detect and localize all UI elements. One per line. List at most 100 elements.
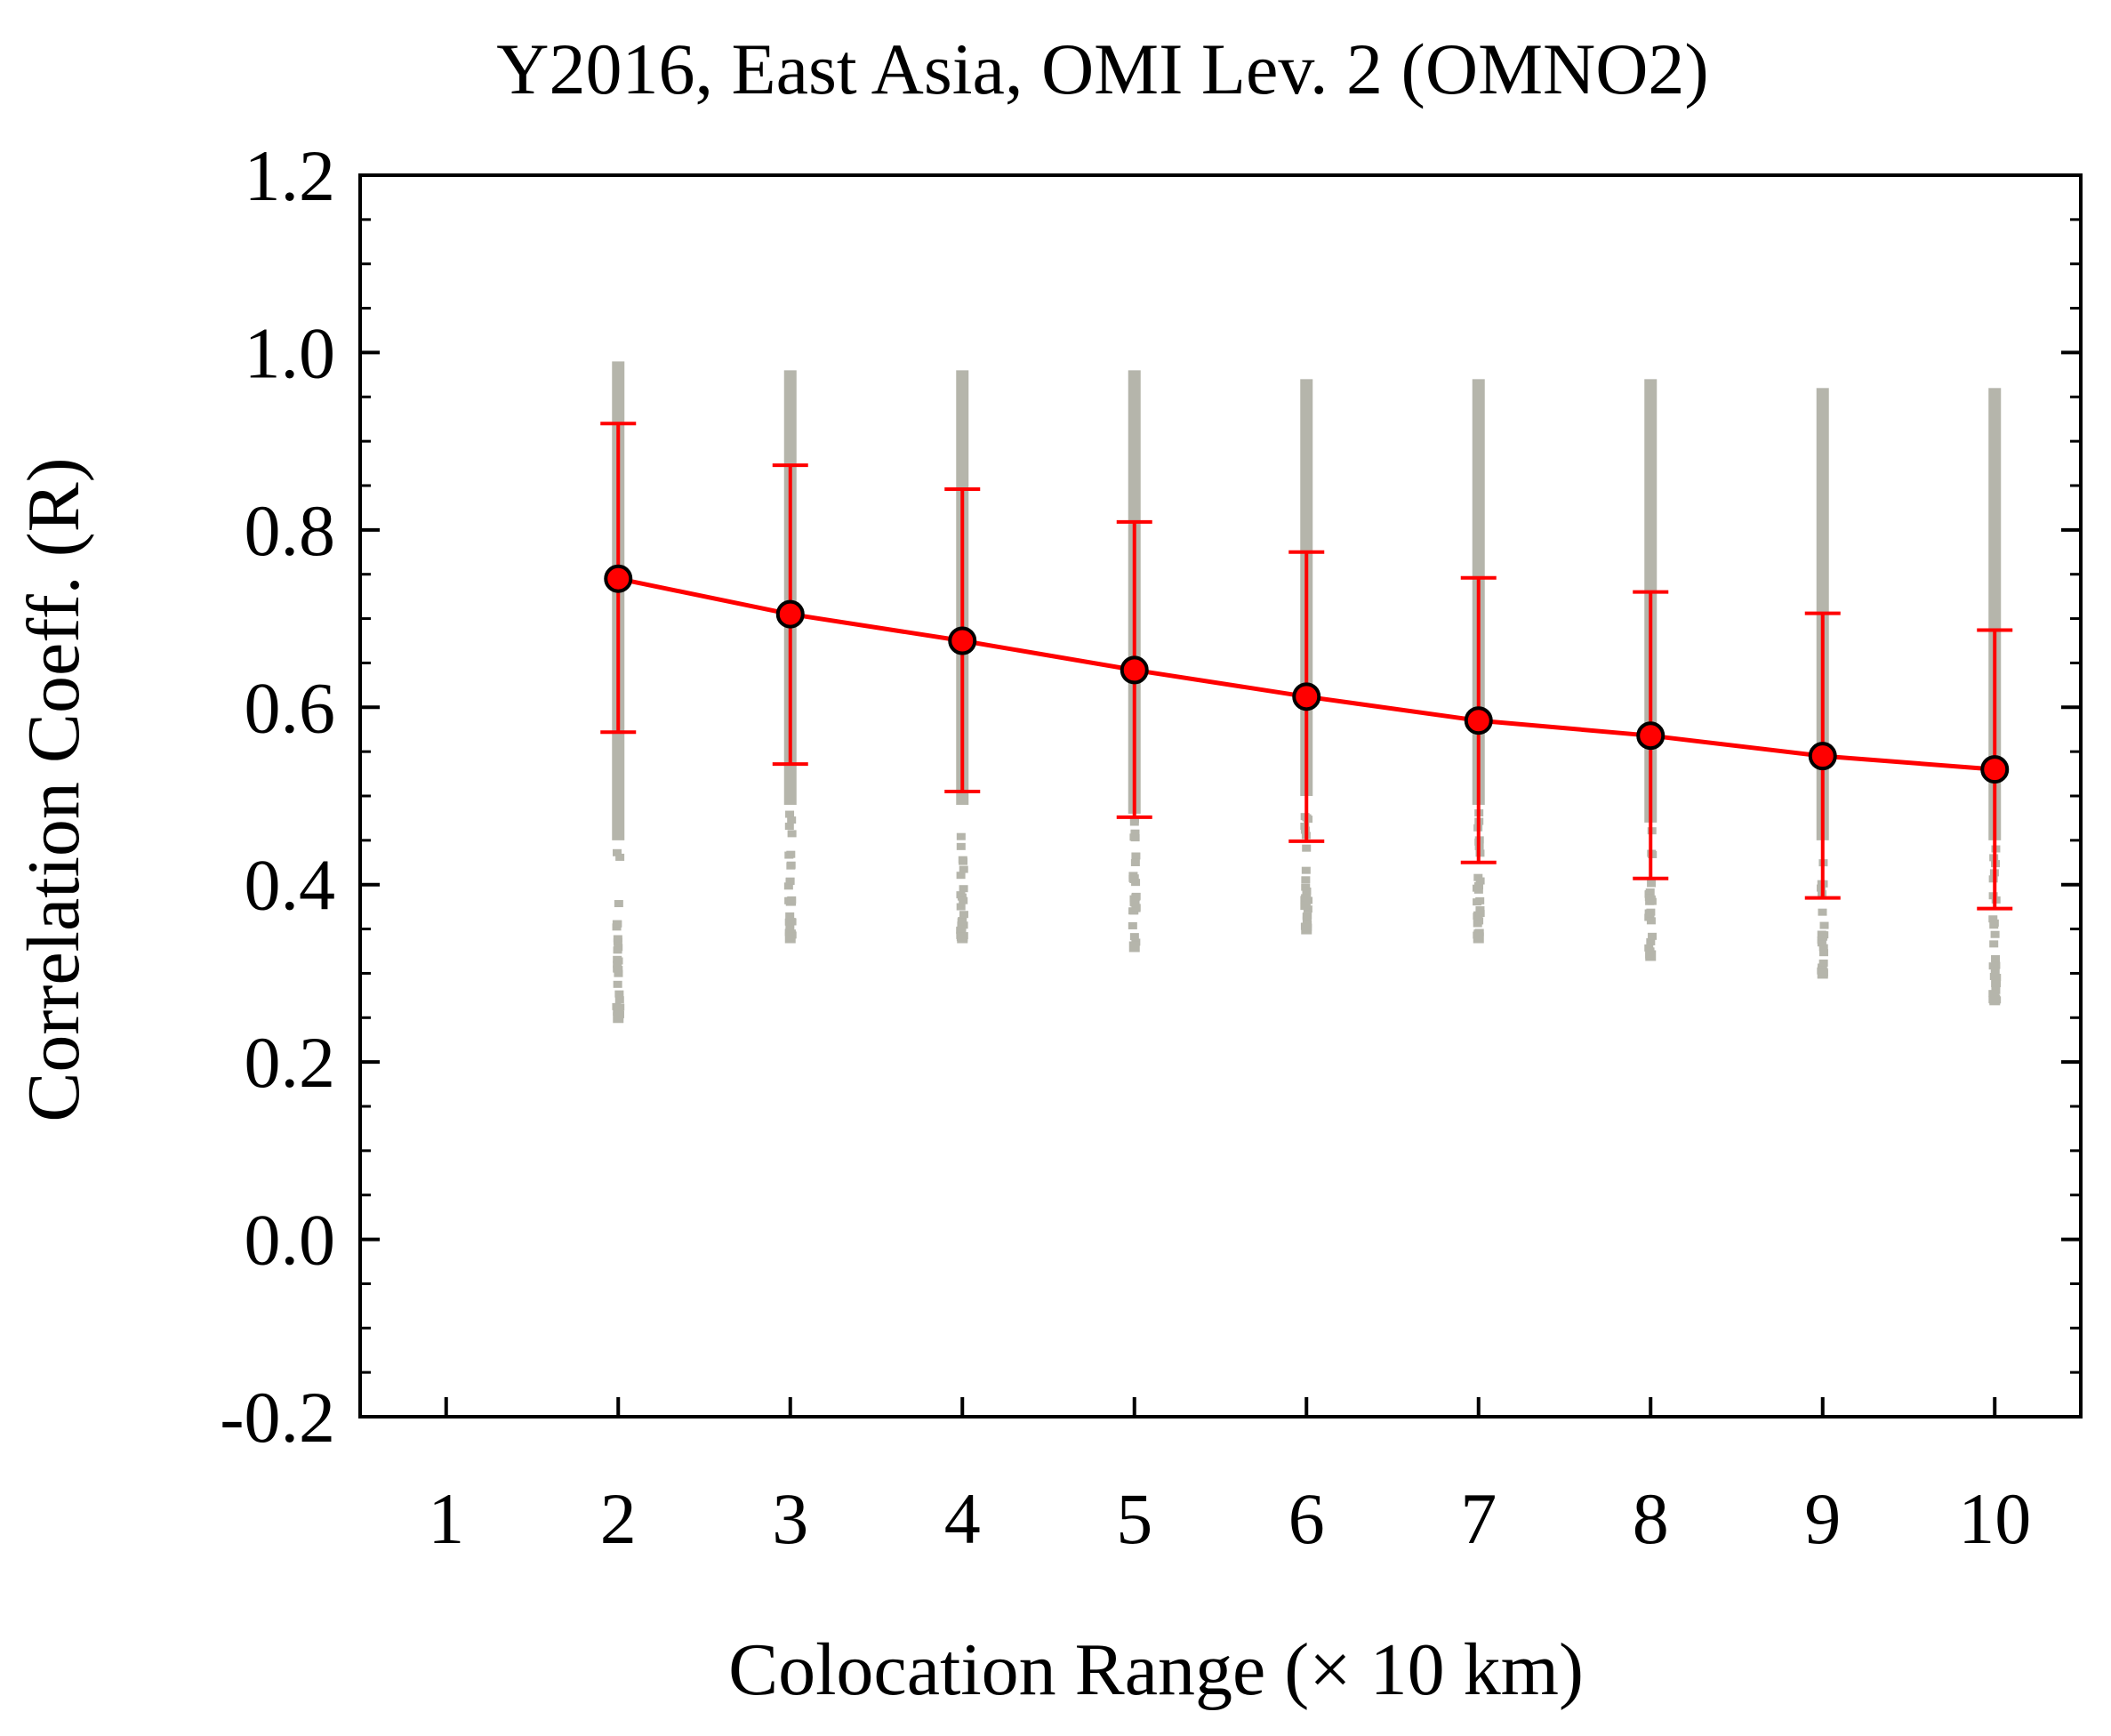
- y-tick-label: -0.2: [220, 1377, 335, 1458]
- scatter-point: [787, 918, 797, 926]
- scatter-point: [1475, 910, 1485, 918]
- scatter-point: [613, 980, 622, 988]
- point-layer: [604, 564, 2010, 784]
- scatter-point: [1473, 898, 1482, 906]
- scatter-point: [787, 896, 797, 904]
- scatter-point: [1130, 834, 1140, 842]
- scatter-point: [1301, 901, 1311, 909]
- scatter-point: [1644, 894, 1654, 902]
- scatter-point: [1302, 916, 1312, 924]
- scatter-point: [1991, 980, 2001, 988]
- x-axis-label: Colocation Range (× 10 km): [728, 1628, 1584, 1711]
- scatter-point: [1472, 884, 1481, 892]
- scatter-point: [613, 935, 622, 943]
- scatter-point: [1131, 904, 1141, 912]
- scatter-point: [1988, 915, 1998, 923]
- scatter-point: [1302, 844, 1312, 852]
- scatter-point: [1819, 949, 1829, 957]
- scatter-point: [956, 842, 966, 850]
- mean-point: [1464, 706, 1493, 735]
- y-tick-label: 0.2: [245, 1022, 336, 1103]
- scatter-point: [1990, 930, 2000, 938]
- scatter-point: [613, 960, 622, 968]
- scatter-point: [1475, 906, 1485, 914]
- scatter-point: [1817, 968, 1828, 979]
- scatter-point: [614, 990, 624, 998]
- scatter-point: [786, 861, 796, 869]
- scatter-point: [783, 882, 793, 890]
- scatter-point: [959, 885, 968, 893]
- x-tick-label: 9: [1804, 1478, 1841, 1559]
- scatter-point: [1817, 939, 1826, 947]
- scatter-point: [1992, 973, 2002, 981]
- scatter-point: [956, 832, 966, 840]
- scatter-point: [1301, 923, 1312, 935]
- scatter-point: [785, 877, 795, 885]
- x-tick-label: 5: [1116, 1478, 1152, 1559]
- x-tick-label: 3: [772, 1478, 808, 1559]
- scatter-point: [1818, 933, 1827, 941]
- scatter-point: [956, 903, 966, 911]
- scatter-point: [1302, 912, 1312, 920]
- mean-point: [948, 626, 977, 655]
- scatter-band: [1988, 388, 2002, 840]
- scatter-point: [1989, 919, 1999, 927]
- y-axis-label: Correlation Coeff. (R): [12, 457, 95, 1121]
- scatter-point: [1473, 920, 1482, 928]
- scatter-point: [956, 872, 966, 880]
- y-tick-label: 0.6: [245, 667, 336, 748]
- scatter-point: [787, 816, 797, 824]
- scatter-point: [1130, 858, 1140, 866]
- scatter-point: [1304, 896, 1313, 904]
- scatter-point: [959, 896, 968, 904]
- scatter-point: [615, 853, 625, 861]
- x-tick-label: 7: [1460, 1478, 1497, 1559]
- scatter-point: [957, 925, 967, 933]
- scatter-point: [1646, 908, 1656, 916]
- scatter-point: [1646, 917, 1656, 925]
- scatter-point: [785, 912, 795, 920]
- scatter-point: [1301, 866, 1311, 874]
- scatter-point: [1473, 873, 1483, 881]
- scatter-point: [957, 932, 968, 944]
- scatter-point: [1989, 940, 1999, 948]
- plot-frame: [358, 173, 2083, 1419]
- scatter-point: [1818, 944, 1828, 952]
- scatter-point: [1130, 829, 1140, 837]
- scatter-point: [786, 850, 796, 858]
- scatter-point: [1818, 908, 1827, 916]
- scatter-point: [785, 810, 795, 818]
- y-tick-label: 0.0: [245, 1200, 336, 1281]
- scatter-point: [1645, 950, 1657, 961]
- x-tick-label: 2: [600, 1478, 637, 1559]
- scatter-point: [1302, 887, 1312, 895]
- scatter-point: [785, 922, 795, 930]
- scatter-point: [957, 918, 967, 926]
- scatter-point: [1129, 818, 1139, 826]
- mean-point: [1120, 655, 1149, 685]
- mean-point: [1292, 682, 1321, 711]
- scatter-point: [1301, 883, 1311, 891]
- scatter-point: [614, 969, 623, 977]
- scatter-point: [957, 893, 967, 901]
- scatter-point: [1988, 990, 1998, 998]
- scatter-point: [613, 848, 622, 856]
- y-tick-label: 0.8: [245, 490, 336, 571]
- scatter-point: [1989, 994, 2001, 1006]
- scatter-point: [959, 865, 968, 873]
- scatter-point: [613, 955, 622, 963]
- svg-text:Correlation Coeff. (R): Correlation Coeff. (R): [12, 457, 95, 1121]
- scatter-point: [1301, 876, 1311, 884]
- x-tick-label: 10: [1958, 1478, 2031, 1559]
- scatter-point: [1128, 872, 1138, 880]
- scatter-point: [1647, 880, 1657, 888]
- mean-point: [1980, 755, 2010, 784]
- y-tick-label: 1.2: [245, 135, 336, 216]
- scatter-point: [614, 1005, 624, 1013]
- scatter-point: [1819, 921, 1829, 929]
- scatter-point: [1473, 932, 1484, 944]
- scatter-point: [1988, 962, 1998, 970]
- x-tick-label: 1: [428, 1478, 464, 1559]
- y-tick-label: 1.0: [245, 312, 336, 393]
